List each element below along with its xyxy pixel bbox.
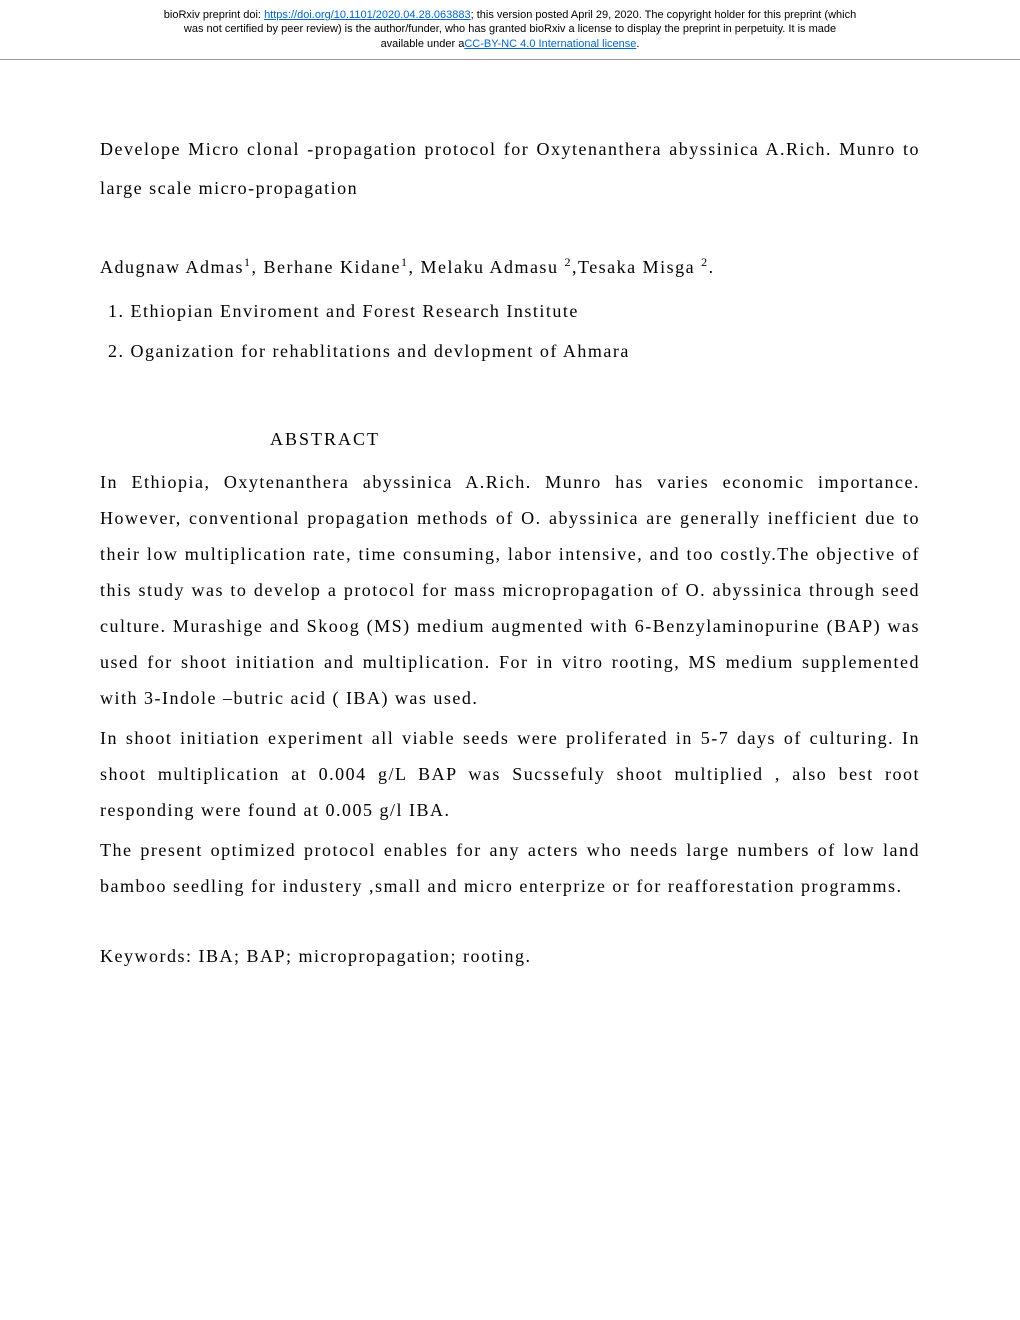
document-content: Develope Micro clonal -propagation proto… bbox=[0, 60, 1020, 994]
keywords-line: Keywords: IBA; BAP; micropropagation; ro… bbox=[100, 938, 920, 974]
preprint-header: bioRxiv preprint doi: https://doi.org/10… bbox=[0, 0, 1020, 60]
affiliations-block: 1. Ethiopian Enviroment and Forest Resea… bbox=[100, 293, 920, 369]
abstract-paragraph: In Ethiopia, Oxytenanthera abyssinica A.… bbox=[100, 464, 920, 716]
author-text: , Berhane Kidane bbox=[252, 257, 401, 277]
abstract-paragraph: The present optimized protocol enables f… bbox=[100, 832, 920, 904]
affiliation-item: 2. Oganization for rehablitations and de… bbox=[100, 333, 920, 369]
header-line3-prefix: available under a bbox=[381, 38, 465, 50]
header-line3-suffix: . bbox=[636, 38, 639, 50]
abstract-heading: ABSTRACT bbox=[270, 429, 920, 450]
author-sup: 2 bbox=[564, 255, 572, 269]
author-text: . bbox=[709, 257, 715, 277]
author-text: Adugnaw Admas bbox=[100, 257, 244, 277]
author-text: ,Tesaka Misga bbox=[572, 257, 701, 277]
paper-title: Develope Micro clonal -propagation proto… bbox=[100, 130, 920, 209]
abstract-paragraph: In shoot initiation experiment all viabl… bbox=[100, 720, 920, 828]
affiliation-item: 1. Ethiopian Enviroment and Forest Resea… bbox=[100, 293, 920, 329]
license-link[interactable]: CC-BY-NC 4.0 International license bbox=[464, 38, 636, 50]
author-sup: 2 bbox=[701, 255, 709, 269]
header-line2: was not certified by peer review) is the… bbox=[184, 23, 836, 35]
header-line1-prefix: bioRxiv preprint doi: bbox=[164, 9, 264, 21]
author-sup: 1 bbox=[244, 255, 252, 269]
doi-link[interactable]: https://doi.org/10.1101/2020.04.28.06388… bbox=[264, 9, 471, 21]
authors-line: Adugnaw Admas1, Berhane Kidane1, Melaku … bbox=[100, 249, 920, 285]
header-line1-suffix: ; this version posted April 29, 2020. Th… bbox=[471, 9, 857, 21]
author-text: , Melaku Admasu bbox=[408, 257, 564, 277]
